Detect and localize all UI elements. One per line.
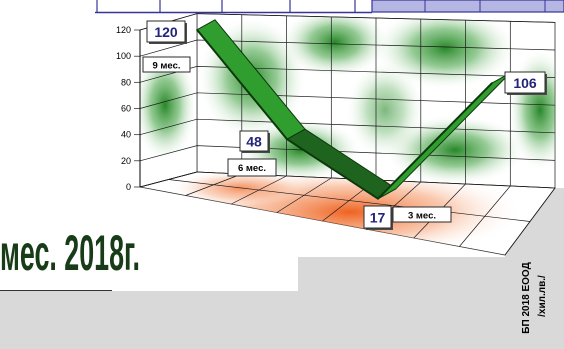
side-caption-line1: БП 2018 ЕООД (521, 262, 532, 333)
bottom-right-panel (298, 257, 564, 291)
y-gridline (139, 66, 556, 83)
header-band (371, 0, 564, 13)
y-tick-label: 80 (121, 77, 131, 87)
y-gridline (139, 39, 556, 57)
headline-fragment: мес. 2018г. (0, 225, 140, 281)
data-point (377, 197, 379, 200)
category-label: 6 мес. (238, 163, 266, 174)
value-label-box (363, 205, 392, 229)
left-wall-shading (140, 47, 197, 163)
category-label-box (227, 158, 277, 177)
value-label: 120 (154, 24, 178, 40)
bottom-panel (0, 291, 564, 349)
category-label-box (392, 206, 452, 223)
wall-gradient-patch (140, 47, 197, 163)
y-gridline (139, 118, 556, 136)
y-tick-label: 100 (116, 51, 131, 61)
value-label: 17 (370, 210, 386, 226)
y-tick-label: 120 (116, 25, 131, 35)
wall-gradient-patch (373, 13, 517, 90)
y-tick-label: 60 (121, 104, 131, 114)
data-labels: 120 9 мес. 48 6 мес. 17 3 мес. 106 (142, 20, 547, 230)
top-frame (95, 0, 564, 14)
y-gridline (139, 92, 556, 109)
y-axis-labels: 0 20 40 60 80 100 120 (116, 25, 131, 192)
side-caption-line2: /хил.лв./ (537, 275, 548, 317)
value-label-box (146, 20, 186, 43)
y-tick-label: 20 (121, 156, 131, 166)
value-label-box (504, 71, 546, 94)
data-point (286, 138, 288, 140)
data-point (196, 29, 198, 31)
wall-gradient-patch (345, 60, 425, 160)
line-series (196, 19, 511, 200)
line-series-front-edge (196, 29, 493, 200)
wall-gradient-patch (280, 13, 390, 78)
category-label-box (142, 56, 191, 73)
y-gridline (139, 145, 556, 162)
value-label-box (239, 130, 269, 152)
y-tick-label: 40 (121, 130, 131, 140)
value-label: 48 (246, 134, 262, 150)
floor-depth-gridline (168, 179, 531, 222)
data-point (491, 82, 493, 84)
category-label: 3 мес. (408, 211, 436, 222)
value-label: 106 (513, 75, 537, 91)
y-tick-label: 0 (126, 182, 131, 192)
category-label: 9 мес. (152, 61, 180, 72)
gridlines (134, 13, 556, 256)
